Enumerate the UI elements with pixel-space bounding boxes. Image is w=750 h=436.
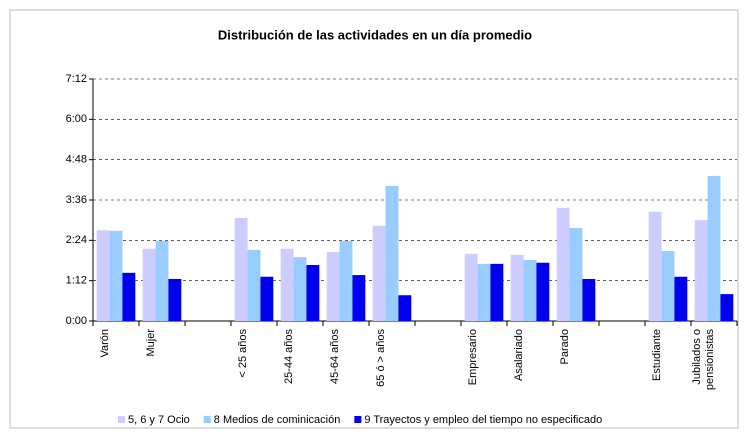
legend-swatch xyxy=(118,416,125,423)
bar xyxy=(339,240,353,321)
bar xyxy=(155,240,169,321)
bar xyxy=(707,175,721,321)
legend-label: 8 Medios de cominicación xyxy=(214,414,341,426)
bar xyxy=(720,294,734,321)
bar xyxy=(536,262,550,321)
bar xyxy=(122,272,136,321)
y-tick-label: 0:00 xyxy=(66,315,87,327)
y-tick-label: 7:12 xyxy=(66,73,87,85)
bar xyxy=(293,257,307,321)
bar xyxy=(142,248,156,321)
bar xyxy=(694,220,708,321)
bar xyxy=(280,248,294,321)
bar xyxy=(326,252,340,321)
bar xyxy=(556,207,570,321)
x-tick-label: 45-64 años xyxy=(329,329,341,385)
bar xyxy=(490,263,504,321)
x-tick-label: < 25 años xyxy=(237,329,249,378)
x-tick-label: Empresario xyxy=(467,329,479,385)
x-tick-label: Asalariado xyxy=(513,329,525,381)
legend-swatch xyxy=(354,416,362,423)
bar xyxy=(674,276,688,321)
bar xyxy=(398,295,412,321)
bar xyxy=(306,264,320,321)
bar xyxy=(372,225,386,321)
bar xyxy=(510,254,524,321)
x-tick-label: Jubilados opensionistas xyxy=(691,329,716,391)
y-tick-label: 6:00 xyxy=(66,113,87,125)
y-tick-label: 2:24 xyxy=(66,234,87,246)
bar xyxy=(477,263,491,321)
bar xyxy=(234,217,248,321)
bar xyxy=(96,230,110,321)
x-tick-label: Varón xyxy=(99,329,111,358)
chart-title: Distribución de las actividades en un dí… xyxy=(218,27,532,42)
x-tick-label: Parado xyxy=(559,329,571,364)
bar xyxy=(523,259,537,321)
y-tick-label: 3:36 xyxy=(66,194,87,206)
bar xyxy=(648,211,662,321)
y-tick-label: 4:48 xyxy=(66,154,87,166)
x-tick-label: Mujer xyxy=(145,329,157,357)
x-tick-label-line: Jubilados o xyxy=(691,329,703,385)
bar xyxy=(582,278,596,321)
bar xyxy=(247,249,261,321)
x-tick-label: 65 ó > años xyxy=(375,329,387,387)
chart-frame xyxy=(9,9,739,429)
bar xyxy=(260,276,274,321)
bar xyxy=(168,278,182,321)
legend-label: 9 Trayectos y empleo del tiempo no espec… xyxy=(364,414,602,426)
x-tick-label: 25-44 años xyxy=(283,329,295,385)
legend-label: 5, 6 y 7 Ocio xyxy=(128,414,190,426)
bar xyxy=(464,253,478,321)
legend-swatch xyxy=(203,416,211,423)
y-tick-label: 1:12 xyxy=(66,275,87,287)
x-tick-label-line: pensionistas xyxy=(704,329,716,391)
bar xyxy=(661,250,675,321)
bar xyxy=(569,228,583,321)
bar xyxy=(385,185,399,321)
bar xyxy=(352,275,366,321)
bar xyxy=(109,230,123,321)
x-tick-label: Estudiante xyxy=(651,329,663,381)
